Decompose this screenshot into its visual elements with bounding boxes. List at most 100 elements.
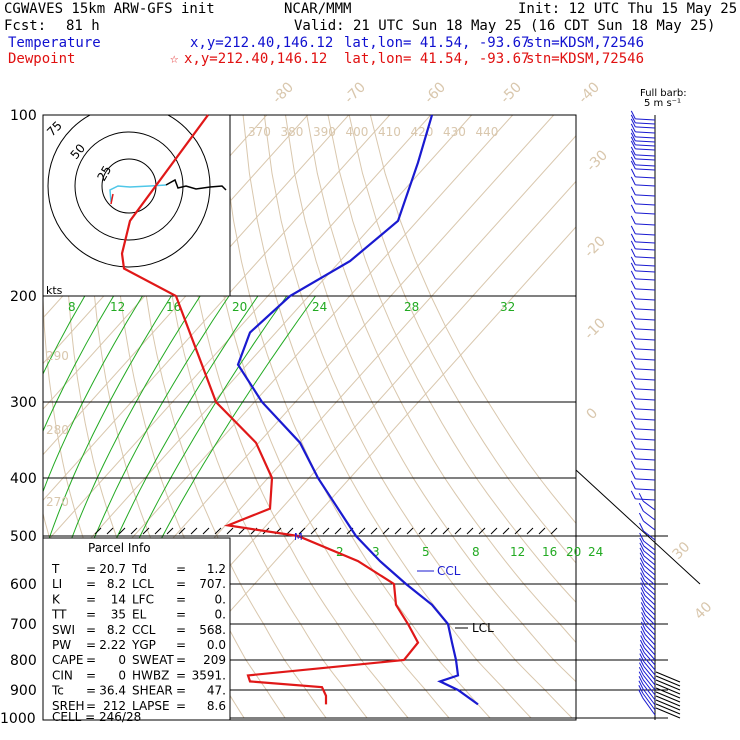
parcel-cell-value: CIN — [52, 668, 73, 682]
parcel-cell-value: 47. — [207, 684, 226, 698]
forecast-hour: 81 h — [66, 18, 100, 34]
isotherm-label: -20 — [582, 233, 609, 260]
dry-adiabat — [263, 115, 573, 719]
parcel-cell-value: LAPSE — [132, 699, 170, 713]
wind-barb-flag — [630, 128, 636, 138]
hatch-mark — [190, 527, 198, 535]
wind-barb-flag — [630, 490, 636, 500]
wind-barb — [635, 136, 656, 139]
mixing-label-upper-8: 8 — [68, 300, 76, 314]
isotherm-label: -50 — [498, 79, 525, 106]
wind-barb — [635, 233, 656, 236]
parcel-cell-value: PW — [52, 638, 71, 652]
hatch-mark — [166, 527, 174, 535]
hodograph-ring-label-25: 25 — [94, 163, 114, 183]
wind-barb — [635, 203, 656, 206]
hatch-mark — [286, 527, 294, 535]
parcel-cell-value: LFC — [132, 592, 154, 606]
dewpoint-xy: x,y=212.40,146.12 — [184, 51, 328, 67]
parcel-cell-value: = — [86, 608, 96, 622]
theta-label-370: 370 — [248, 125, 271, 139]
parcel-cell-value: CCL — [132, 623, 156, 637]
parcel-cell-value: 14 — [111, 592, 126, 606]
parcel-cell-value: SWEAT — [132, 653, 174, 667]
wind-barb-flag — [630, 400, 636, 410]
wind-barb-flag — [630, 215, 636, 225]
wind-barb-low — [655, 687, 681, 699]
pressure-label-500: 500 — [10, 529, 37, 545]
parcel-cell-value: = — [86, 592, 96, 606]
parcel-cell-value: = — [176, 668, 186, 682]
pressure-label-900: 900 — [10, 683, 37, 699]
wind-barb-flag — [639, 542, 645, 552]
model-title: CGWAVES 15km ARW-GFS init — [4, 1, 215, 17]
parcel-cell-value: EL — [132, 608, 147, 622]
parcel-cell-value: = — [176, 684, 186, 698]
mixing-label-lower-12: 12 — [510, 545, 525, 559]
wind-barb-flag — [639, 537, 645, 547]
wind-barb — [635, 212, 656, 215]
parcel-cell-value: 209 — [203, 653, 226, 667]
parcel-cell-value: Td — [131, 562, 147, 576]
dry-adiabat — [369, 115, 576, 525]
wind-barb-flag — [640, 621, 646, 631]
wind-barb — [635, 241, 656, 244]
wind-barb — [635, 248, 656, 251]
wind-barb-low — [655, 679, 681, 691]
hatch-mark — [526, 527, 534, 535]
parcel-cell-value: 0. — [215, 592, 226, 606]
isotherm-label: -10 — [582, 315, 609, 342]
wind-barb — [643, 565, 656, 576]
hatch-mark — [538, 527, 546, 535]
hatch-mark — [226, 527, 234, 535]
wind-barb — [635, 378, 656, 381]
parcel-cell-value: = — [176, 608, 186, 622]
wind-barb-flag — [639, 653, 645, 662]
wind-barb — [635, 448, 656, 451]
m-marker: M — [294, 532, 303, 543]
wind-barb-flag — [640, 587, 646, 596]
dry-adiabat — [200, 115, 450, 719]
dry-adiabat — [221, 115, 491, 719]
wind-barb — [635, 118, 656, 121]
wind-barb — [643, 530, 656, 541]
wind-barb-flag — [630, 176, 636, 186]
wind-barb — [635, 131, 656, 134]
hatch-mark — [298, 527, 306, 535]
wind-barb-flag — [641, 612, 646, 621]
wind-barb — [635, 148, 656, 151]
wind-barb-flag — [640, 630, 646, 640]
parcel-cell-value: 568. — [199, 623, 226, 637]
wind-barb-low — [655, 699, 681, 711]
wind-barb-flag — [630, 330, 636, 340]
parcel-row: CAPE = 0 SWEAT = 209 — [52, 653, 226, 667]
wind-barb — [643, 540, 656, 551]
wind-barb-flag — [630, 310, 636, 320]
wind-barb — [635, 308, 656, 311]
wind-barb-flag — [639, 662, 644, 671]
wind-barb-flag — [639, 648, 645, 658]
parcel-cell-value: LCL — [132, 577, 154, 591]
pressure-label-300: 300 — [10, 395, 37, 411]
wind-barb-flag — [630, 140, 636, 150]
wind-barb-flag — [630, 300, 636, 310]
wind-barb-flag — [640, 607, 646, 616]
parcel-cell-value: = — [176, 653, 186, 667]
theta-label-440: 440 — [476, 125, 499, 139]
temperature-legend: Temperature — [8, 35, 101, 51]
wind-barb — [643, 665, 656, 681]
wind-barb-flag — [630, 136, 636, 146]
isotherm-line — [43, 115, 350, 456]
mixing-label-upper-24: 24 — [312, 300, 327, 314]
wind-barb-flag — [639, 562, 645, 571]
wind-barb — [644, 638, 656, 651]
parcel-cell-value: SWI — [52, 623, 75, 637]
wind-barb-flag — [638, 512, 644, 522]
wind-barb-flag — [630, 470, 636, 480]
wind-barb-flag — [630, 430, 636, 440]
hodograph-frame — [42, 114, 231, 297]
wind-barb — [635, 488, 656, 491]
wind-barb — [635, 398, 656, 401]
hatch-mark — [502, 527, 510, 535]
